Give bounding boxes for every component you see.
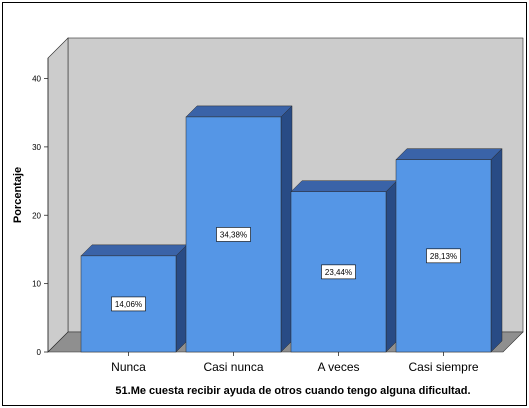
bar-side-3 [385,180,398,353]
data-label: 14,06% [115,300,142,309]
bar-top-1 [80,244,188,257]
bar-side-2 [280,105,293,353]
y-axis-title: Porcentaje [12,167,24,223]
bar-top-4 [395,148,503,160]
bar-chart: 0 10 20 30 40 Porcentaje 14,06% Nunca 34,38% Casi… [12,37,524,397]
data-label-box [216,227,251,242]
data-label-box [321,264,356,280]
x-axis-title: 51.Me cuesta recibir ayuda de otros cuan… [115,385,470,397]
bar-top-2 [185,105,293,118]
y-tick-label: 20 [32,211,41,220]
bar-side-4 [490,148,503,353]
category-label: Casi nunca [203,360,263,374]
plot-left-wall [47,37,69,353]
data-label: 28,13% [430,252,457,261]
y-tick-label: 10 [32,280,41,289]
y-tick-label: 0 [37,348,42,357]
data-label-box [426,248,461,264]
y-tick-label: 30 [32,143,41,152]
category-label: Casi siempre [408,360,478,374]
data-label: 34,38% [220,230,247,239]
data-label: 23,44% [325,268,352,277]
bar-top-3 [290,180,398,192]
category-label: A veces [317,360,359,374]
bar-side-1 [175,244,188,353]
data-label-box [111,296,146,312]
y-tick-label: 40 [32,75,41,84]
category-label: Nunca [111,360,146,374]
